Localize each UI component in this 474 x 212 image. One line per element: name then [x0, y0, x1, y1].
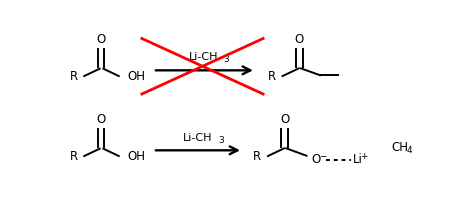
Text: O: O: [280, 113, 290, 126]
Text: Li: Li: [353, 153, 363, 166]
Text: 4: 4: [406, 146, 412, 155]
Text: Li-CH: Li-CH: [189, 52, 219, 62]
Text: R: R: [70, 150, 78, 163]
Text: +: +: [360, 152, 368, 160]
Text: R: R: [253, 150, 261, 163]
Text: O: O: [97, 33, 106, 46]
Text: O: O: [295, 33, 304, 46]
Text: 3: 3: [224, 55, 229, 64]
Text: O: O: [97, 113, 106, 126]
Text: R: R: [268, 70, 276, 83]
Text: 3: 3: [218, 136, 224, 145]
Text: OH: OH: [127, 70, 145, 83]
Text: OH: OH: [127, 150, 145, 163]
Text: Li-CH: Li-CH: [183, 133, 213, 143]
Text: R: R: [70, 70, 78, 83]
Text: O: O: [312, 153, 321, 166]
Text: −: −: [319, 152, 327, 160]
Text: CH: CH: [392, 141, 409, 153]
